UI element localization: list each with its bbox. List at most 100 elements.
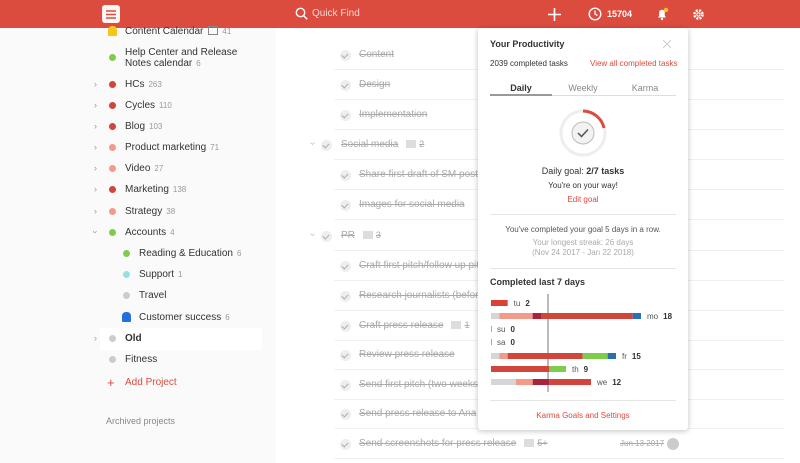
project[interactable]: Support 1: [0, 267, 270, 283]
karma-icon[interactable]: [588, 7, 602, 21]
checkbox[interactable]: [340, 321, 351, 332]
project-name: Accounts 4: [125, 227, 175, 238]
comment-icon: [362, 231, 373, 239]
checkbox[interactable]: [340, 439, 351, 450]
close-button[interactable]: [663, 40, 671, 48]
project[interactable]: › Blog 103: [0, 119, 270, 135]
project-count: 41: [222, 27, 232, 36]
view-all-link[interactable]: View all completed tasks: [590, 59, 678, 68]
task[interactable]: Content: [359, 49, 394, 60]
checkbox[interactable]: [340, 50, 351, 61]
project[interactable]: › Accounts 4: [0, 225, 270, 241]
project[interactable]: Help Center and Release Notes calendar 6: [0, 47, 270, 69]
project[interactable]: Fitness: [0, 352, 270, 368]
project-name: Reading & Education 6: [139, 248, 241, 259]
checkbox[interactable]: [340, 200, 351, 211]
project[interactable]: Travel: [0, 288, 270, 304]
goal-value: 2/7 tasks: [586, 166, 625, 176]
zero-tick: [491, 339, 492, 345]
project[interactable]: › Product marketing 71: [0, 140, 270, 156]
project[interactable]: › HCs 263: [0, 77, 270, 93]
tab[interactable]: Karma: [631, 83, 659, 93]
project[interactable]: Content Calendar 41: [0, 24, 270, 40]
edit-goal-link[interactable]: Edit goal: [567, 195, 599, 204]
checkbox[interactable]: [321, 140, 332, 151]
bar-segment: [499, 353, 508, 359]
project-name: Video 27: [125, 163, 163, 174]
logo[interactable]: [102, 5, 120, 23]
bar-segment: [532, 379, 550, 385]
notifications[interactable]: [655, 7, 669, 21]
project-title: Product marketing: [125, 142, 207, 153]
task[interactable]: Craft first pitch/follow up pitch: [359, 260, 490, 271]
settings-link[interactable]: Karma Goals and Settings: [536, 411, 630, 420]
task[interactable]: PR 3: [341, 230, 381, 241]
project[interactable]: › Strategy 38: [0, 204, 270, 220]
project-title: Reading & Education: [139, 248, 233, 259]
project[interactable]: › Marketing 138: [0, 182, 270, 198]
add-project[interactable]: Add Project: [125, 377, 177, 388]
dot: [109, 356, 116, 363]
chevron: ›: [94, 79, 97, 89]
project-count: 110: [159, 101, 172, 110]
checkbox[interactable]: [321, 231, 332, 242]
day-value: 12: [612, 378, 621, 387]
task[interactable]: Send screenshots for press release 5+: [359, 438, 548, 449]
divider: [490, 268, 676, 269]
add-button[interactable]: [548, 8, 561, 21]
project[interactable]: Customer success 6: [0, 310, 270, 326]
dot: [123, 292, 130, 299]
day-value: 0: [510, 338, 515, 347]
divider: [490, 400, 676, 401]
checkbox[interactable]: [340, 409, 351, 420]
project[interactable]: › Cycles 110: [0, 98, 270, 114]
chevron: ›: [94, 184, 97, 194]
checkbox[interactable]: [340, 170, 351, 181]
day-value: 0: [510, 325, 515, 334]
task[interactable]: Send first pitch (two weeks: [359, 379, 478, 390]
checkbox[interactable]: [340, 261, 351, 272]
project[interactable]: › Old: [0, 331, 270, 347]
project[interactable]: › Video 27: [0, 161, 270, 177]
task-text: Send first pitch (two weeks: [359, 379, 478, 390]
project[interactable]: Reading & Education 6: [0, 246, 270, 262]
settings[interactable]: [692, 8, 705, 21]
project-title: Strategy: [125, 206, 163, 217]
checkbox[interactable]: [340, 380, 351, 391]
search-box[interactable]: Quick Find: [312, 8, 360, 19]
project-title: Marketing: [125, 184, 169, 195]
task[interactable]: Images for social media: [359, 199, 465, 210]
bar-segment: [516, 379, 533, 385]
task[interactable]: Implementation: [359, 109, 427, 120]
tab[interactable]: Daily: [510, 83, 532, 93]
task[interactable]: Share first draft of SM posts: [359, 169, 483, 180]
archived-projects[interactable]: Archived projects: [106, 416, 176, 426]
row-separator: [334, 458, 784, 459]
chart-title: Completed last 7 days: [490, 277, 586, 287]
task[interactable]: Review press release: [359, 349, 455, 360]
person-icon: [108, 26, 117, 36]
checkbox[interactable]: [340, 110, 351, 121]
chevron: ›: [94, 100, 97, 110]
top-bar: Quick Find 15704: [0, 0, 800, 28]
task[interactable]: Craft press release 1: [359, 320, 470, 331]
checkbox[interactable]: [340, 80, 351, 91]
chart: tu 2 mo 18 su 0 sa 0 fr 15 th 9 we 12: [491, 294, 673, 392]
search-icon: [295, 7, 308, 20]
task[interactable]: Social media 2: [341, 139, 424, 150]
task-text: Review press release: [359, 349, 455, 360]
task[interactable]: Design: [359, 79, 390, 90]
project-title: Cycles: [125, 100, 156, 111]
task[interactable]: Research journalists (before: [359, 290, 484, 301]
task[interactable]: Send press release to Ana: [359, 408, 476, 419]
dot: [109, 335, 116, 342]
checkbox[interactable]: [340, 350, 351, 361]
project-title: Travel: [139, 290, 167, 301]
checkbox[interactable]: [340, 291, 351, 302]
tab-divider: [490, 95, 676, 96]
tab[interactable]: Weekly: [568, 83, 598, 93]
karma-score[interactable]: 15704: [607, 9, 633, 19]
project-name: HCs 263: [125, 79, 162, 90]
dot: [123, 271, 130, 278]
project-name: Travel: [139, 290, 166, 301]
